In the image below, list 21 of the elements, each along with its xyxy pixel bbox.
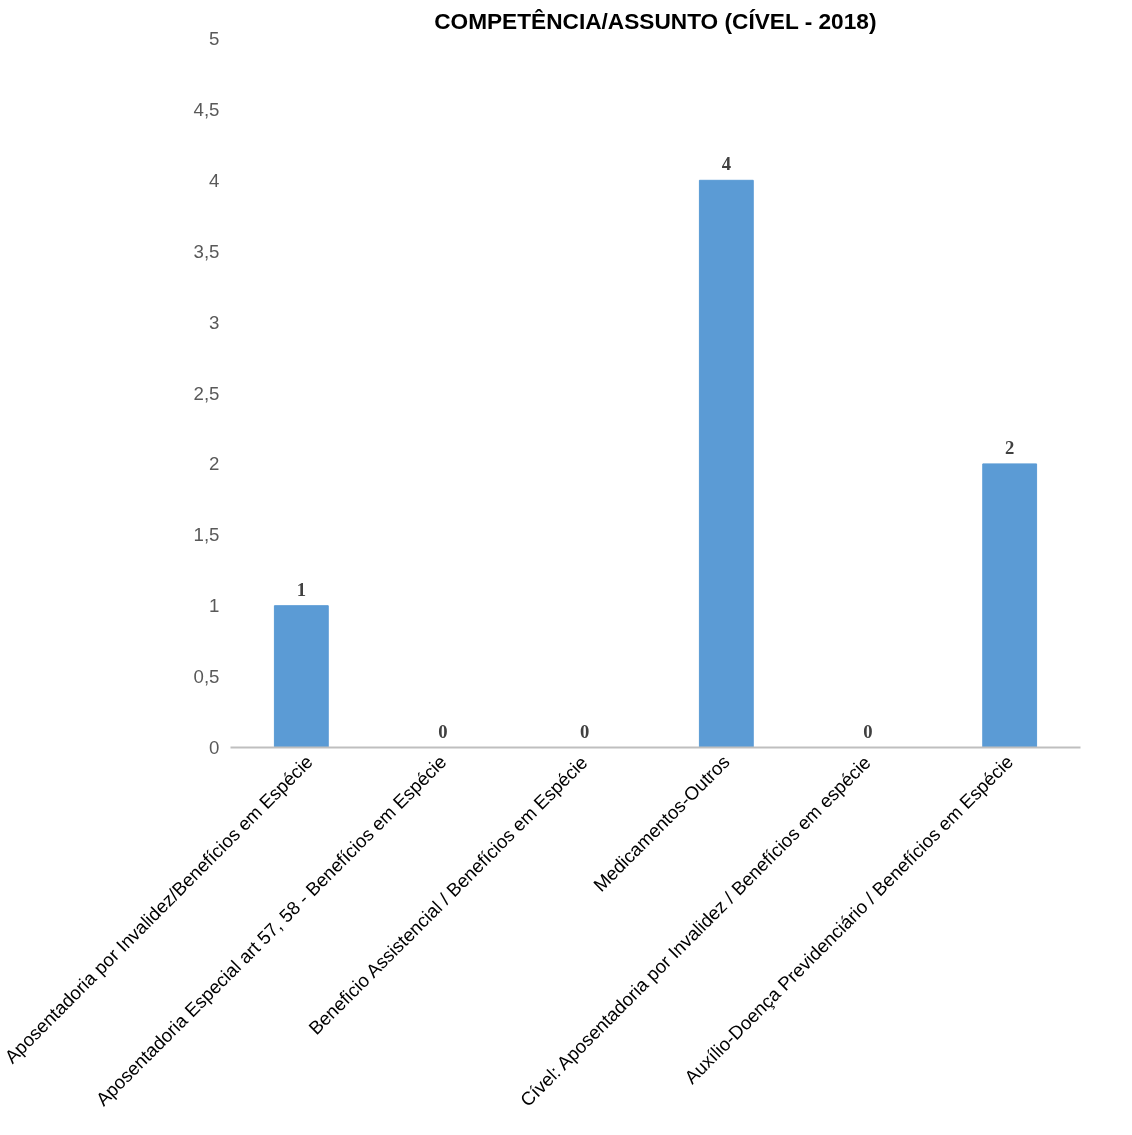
- data-label: 0: [863, 720, 873, 742]
- y-tick-label: 0: [209, 737, 220, 758]
- bar: [273, 605, 329, 748]
- y-tick-label: 1,5: [193, 524, 220, 546]
- chart-title: COMPETÊNCIA/ASSUNTO (CÍVEL - 2018): [434, 7, 877, 34]
- y-tick-label: 2: [209, 453, 220, 475]
- bar: [982, 463, 1038, 748]
- y-tick-label: 1: [209, 595, 220, 617]
- data-label: 4: [721, 153, 731, 175]
- y-tick-label: 0,5: [193, 666, 220, 688]
- y-tick-label: 3: [209, 311, 220, 333]
- bar: [698, 179, 754, 748]
- y-tick-label: 3,5: [193, 240, 220, 262]
- data-label: 0: [438, 720, 448, 742]
- data-label: 0: [580, 720, 590, 742]
- y-tick-label: 4,5: [193, 98, 220, 120]
- y-tick-label: 5: [209, 28, 220, 49]
- data-label: 1: [296, 578, 306, 600]
- data-label: 2: [1005, 436, 1015, 458]
- y-tick-label: 4: [209, 169, 220, 191]
- y-tick-label: 2,5: [193, 382, 220, 404]
